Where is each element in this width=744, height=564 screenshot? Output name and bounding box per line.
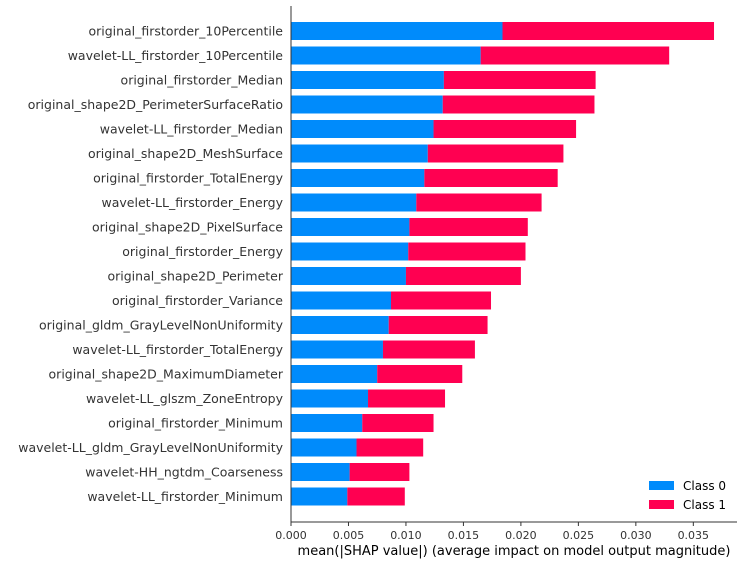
x-tick-label: 0.005	[333, 529, 365, 542]
x-axis-label: mean(|SHAP value|) (average impact on mo…	[298, 544, 731, 559]
bar-class0-19	[291, 487, 348, 506]
bar-class0-7	[291, 193, 417, 212]
bar-class0-15	[291, 389, 369, 408]
y-tick-label: wavelet-LL_gldm_GrayLevelNonUniformity	[18, 440, 283, 455]
bar-class0-10	[291, 267, 406, 285]
bar-class1-17	[356, 438, 424, 457]
bar-class0-16	[291, 414, 363, 432]
y-tick-label: wavelet-LL_firstorder_TotalEnergy	[72, 342, 283, 357]
legend-label-class0: Class 0	[683, 479, 726, 493]
x-tick-label: 0.030	[620, 529, 652, 542]
bar-class1-15	[368, 389, 446, 408]
bar-class1-9	[408, 242, 526, 261]
bar-class1-4	[433, 120, 577, 138]
bar-class0-12	[291, 316, 389, 334]
bar-class1-7	[416, 193, 542, 212]
bar-class1-0	[502, 22, 715, 40]
y-axis-labels: original_firstorder_10Percentile wavelet-…	[18, 24, 284, 505]
bar-class0-5	[291, 144, 428, 163]
y-tick-label: original_firstorder_Minimum	[108, 416, 283, 431]
legend-swatch-class0	[649, 481, 674, 490]
x-tick-label: 0.025	[563, 529, 595, 542]
x-tick-label: 0.035	[678, 529, 710, 542]
y-tick-label: original_shape2D_PixelSurface	[92, 220, 283, 235]
bar-class0-11	[291, 291, 392, 310]
y-tick-label: original_shape2D_MeshSurface	[88, 146, 283, 161]
bar-class1-6	[424, 169, 558, 187]
x-tick-label: 0.010	[390, 529, 422, 542]
y-tick-label: original_shape2D_PerimeterSurfaceRatio	[28, 97, 283, 112]
bar-class1-3	[442, 95, 595, 114]
bar-class0-2	[291, 71, 444, 89]
bar-class1-14	[377, 365, 463, 383]
y-tick-label: original_shape2D_MaximumDiameter	[49, 367, 284, 382]
bar-class0-1	[291, 46, 481, 65]
bar-class1-2	[443, 71, 596, 89]
y-tick-label: original_shape2D_Perimeter	[107, 269, 283, 284]
y-tick-label: wavelet-LL_firstorder_Median	[100, 122, 283, 137]
bar-class1-10	[405, 267, 521, 285]
bar-class1-5	[427, 144, 564, 163]
y-tick-label: original_firstorder_Variance	[112, 293, 283, 308]
bar-class0-8	[291, 218, 410, 236]
y-tick-label: original_firstorder_Energy	[122, 244, 283, 259]
bar-class0-6	[291, 169, 425, 187]
y-tick-label: wavelet-HH_ngtdm_Coarseness	[85, 465, 283, 480]
bar-class0-17	[291, 438, 357, 457]
y-tick-label: wavelet-LL_firstorder_10Percentile	[68, 48, 284, 63]
bar-class1-12	[388, 316, 488, 334]
legend-swatch-class1	[649, 500, 674, 509]
bar-class0-3	[291, 95, 443, 114]
bar-class1-1	[480, 46, 670, 65]
y-tick-label: original_firstorder_Median	[121, 73, 283, 88]
bars-layer	[291, 22, 715, 506]
bar-class0-14	[291, 365, 378, 383]
legend: Class 0 Class 1	[649, 479, 726, 512]
y-tick-label: original_gldm_GrayLevelNonUniformity	[39, 318, 284, 333]
y-tick-label: original_firstorder_TotalEnergy	[93, 171, 284, 186]
bar-class1-19	[347, 487, 405, 506]
bar-class0-9	[291, 242, 409, 261]
bar-class0-13	[291, 340, 383, 359]
y-tick-label: wavelet-LL_glszm_ZoneEntropy	[86, 391, 284, 406]
bar-class0-0	[291, 22, 503, 40]
bar-class1-16	[362, 414, 434, 432]
bar-class0-18	[291, 463, 350, 481]
x-axis-ticks: 0.000 0.005 0.010 0.015 0.020 0.025 0.030 0.035	[275, 522, 709, 542]
bar-class1-8	[409, 218, 528, 236]
x-tick-label: 0.020	[505, 529, 537, 542]
x-tick-label: 0.000	[275, 529, 307, 542]
bar-class1-18	[349, 463, 410, 481]
bar-class1-11	[391, 291, 492, 310]
bar-class1-13	[382, 340, 475, 359]
bar-class0-4	[291, 120, 434, 138]
y-tick-label: original_firstorder_10Percentile	[88, 24, 283, 39]
legend-label-class1: Class 1	[683, 498, 726, 512]
y-tick-label: wavelet-LL_firstorder_Minimum	[87, 489, 283, 504]
x-tick-label: 0.015	[448, 529, 480, 542]
y-tick-label: wavelet-LL_firstorder_Energy	[102, 195, 284, 210]
